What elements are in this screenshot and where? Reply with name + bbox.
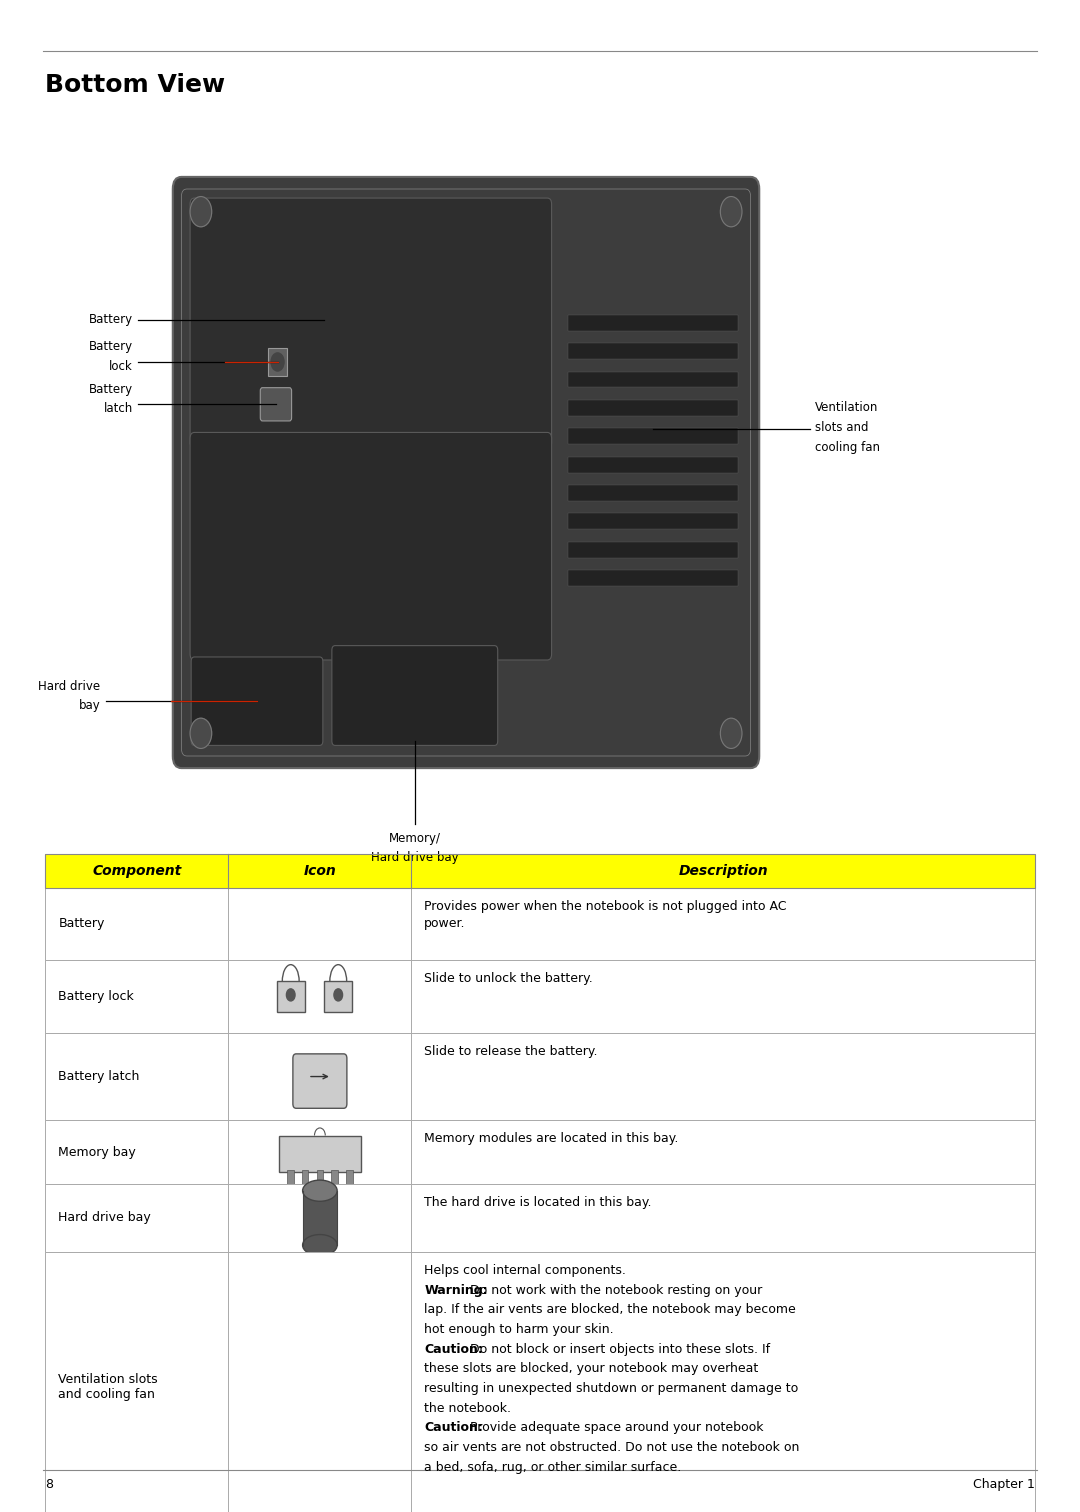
Bar bbox=[316, 1170, 323, 1184]
Circle shape bbox=[720, 718, 742, 748]
Bar bbox=[45, 1120, 1035, 1184]
Bar bbox=[568, 514, 738, 529]
Bar bbox=[568, 570, 738, 587]
Text: Memory modules are located in this bay.: Memory modules are located in this bay. bbox=[424, 1132, 678, 1146]
Text: Hard drive bay: Hard drive bay bbox=[58, 1211, 151, 1225]
Circle shape bbox=[286, 989, 295, 1001]
Bar bbox=[568, 428, 738, 445]
Text: a bed, sofa, rug, or other similar surface.: a bed, sofa, rug, or other similar surfa… bbox=[424, 1461, 681, 1474]
Circle shape bbox=[271, 352, 284, 370]
Bar bbox=[568, 457, 738, 472]
Text: Provides power when the notebook is not plugged into AC
power.: Provides power when the notebook is not … bbox=[424, 900, 787, 930]
Bar bbox=[268, 348, 287, 375]
Bar bbox=[568, 485, 738, 500]
Bar bbox=[45, 888, 1035, 960]
Bar bbox=[287, 1170, 294, 1184]
Bar bbox=[279, 1136, 361, 1172]
Bar bbox=[45, 854, 1035, 888]
Text: Ventilation slots
and cooling fan: Ventilation slots and cooling fan bbox=[58, 1373, 158, 1400]
Ellipse shape bbox=[302, 1234, 337, 1255]
Circle shape bbox=[190, 197, 212, 227]
Text: Caution:: Caution: bbox=[424, 1343, 483, 1356]
Bar bbox=[568, 372, 738, 387]
Bar bbox=[301, 1170, 309, 1184]
Bar bbox=[568, 314, 738, 331]
Bar bbox=[45, 854, 1035, 888]
Text: so air vents are not obstructed. Do not use the notebook on: so air vents are not obstructed. Do not … bbox=[424, 1441, 799, 1455]
Text: 8: 8 bbox=[45, 1479, 53, 1491]
Bar bbox=[568, 541, 738, 558]
Text: bay: bay bbox=[79, 699, 100, 712]
Text: Chapter 1: Chapter 1 bbox=[973, 1479, 1035, 1491]
Text: Battery: Battery bbox=[89, 313, 133, 327]
Ellipse shape bbox=[302, 1179, 337, 1201]
Bar bbox=[45, 1252, 1035, 1512]
Text: Ventilation: Ventilation bbox=[815, 401, 879, 414]
Circle shape bbox=[720, 197, 742, 227]
Circle shape bbox=[334, 989, 342, 1001]
Text: lock: lock bbox=[109, 360, 133, 373]
Text: Bottom View: Bottom View bbox=[45, 73, 226, 97]
Text: Memory bay: Memory bay bbox=[58, 1146, 136, 1158]
Text: cooling fan: cooling fan bbox=[815, 440, 880, 454]
Bar bbox=[332, 1170, 338, 1184]
FancyBboxPatch shape bbox=[190, 432, 552, 659]
Text: Do not block or insert objects into these slots. If: Do not block or insert objects into thes… bbox=[465, 1343, 770, 1356]
Text: Battery latch: Battery latch bbox=[58, 1070, 139, 1083]
Text: Provide adequate space around your notebook: Provide adequate space around your noteb… bbox=[465, 1421, 764, 1435]
Bar bbox=[347, 1170, 353, 1184]
Bar bbox=[568, 343, 738, 358]
Text: these slots are blocked, your notebook may overheat: these slots are blocked, your notebook m… bbox=[424, 1362, 758, 1376]
Text: the notebook.: the notebook. bbox=[424, 1402, 511, 1415]
FancyBboxPatch shape bbox=[173, 177, 759, 768]
Text: Battery lock: Battery lock bbox=[58, 990, 134, 1002]
Bar bbox=[276, 981, 305, 1012]
Text: Battery: Battery bbox=[89, 340, 133, 354]
Text: Component: Component bbox=[92, 863, 181, 878]
Text: lap. If the air vents are blocked, the notebook may become: lap. If the air vents are blocked, the n… bbox=[424, 1303, 796, 1317]
FancyBboxPatch shape bbox=[332, 646, 498, 745]
Text: Battery: Battery bbox=[58, 918, 105, 930]
Text: latch: latch bbox=[104, 402, 133, 416]
Text: Do not work with the notebook resting on your: Do not work with the notebook resting on… bbox=[465, 1284, 762, 1297]
Text: Caution:: Caution: bbox=[424, 1421, 483, 1435]
Bar bbox=[568, 401, 738, 416]
Bar bbox=[324, 981, 352, 1012]
Text: Slide to release the battery.: Slide to release the battery. bbox=[424, 1045, 598, 1058]
Text: Hard drive bay: Hard drive bay bbox=[372, 851, 459, 865]
Text: Slide to unlock the battery.: Slide to unlock the battery. bbox=[424, 972, 593, 986]
Text: hot enough to harm your skin.: hot enough to harm your skin. bbox=[424, 1323, 613, 1337]
Bar bbox=[45, 960, 1035, 1033]
Text: Memory/: Memory/ bbox=[389, 832, 441, 845]
Text: The hard drive is located in this bay.: The hard drive is located in this bay. bbox=[424, 1196, 652, 1210]
Circle shape bbox=[190, 718, 212, 748]
Text: resulting in unexpected shutdown or permanent damage to: resulting in unexpected shutdown or perm… bbox=[424, 1382, 798, 1396]
Bar bbox=[45, 1033, 1035, 1120]
Text: slots and: slots and bbox=[815, 420, 869, 434]
Text: Description: Description bbox=[678, 863, 768, 878]
FancyBboxPatch shape bbox=[293, 1054, 347, 1108]
Bar bbox=[302, 1191, 337, 1246]
Text: Helps cool internal components.: Helps cool internal components. bbox=[424, 1264, 626, 1278]
Text: Warning:: Warning: bbox=[424, 1284, 488, 1297]
FancyBboxPatch shape bbox=[190, 198, 552, 448]
FancyBboxPatch shape bbox=[260, 387, 292, 420]
Text: Hard drive: Hard drive bbox=[38, 679, 100, 692]
Bar bbox=[45, 1184, 1035, 1252]
FancyBboxPatch shape bbox=[191, 656, 323, 745]
Text: Icon: Icon bbox=[303, 863, 336, 878]
Text: Battery: Battery bbox=[89, 383, 133, 396]
